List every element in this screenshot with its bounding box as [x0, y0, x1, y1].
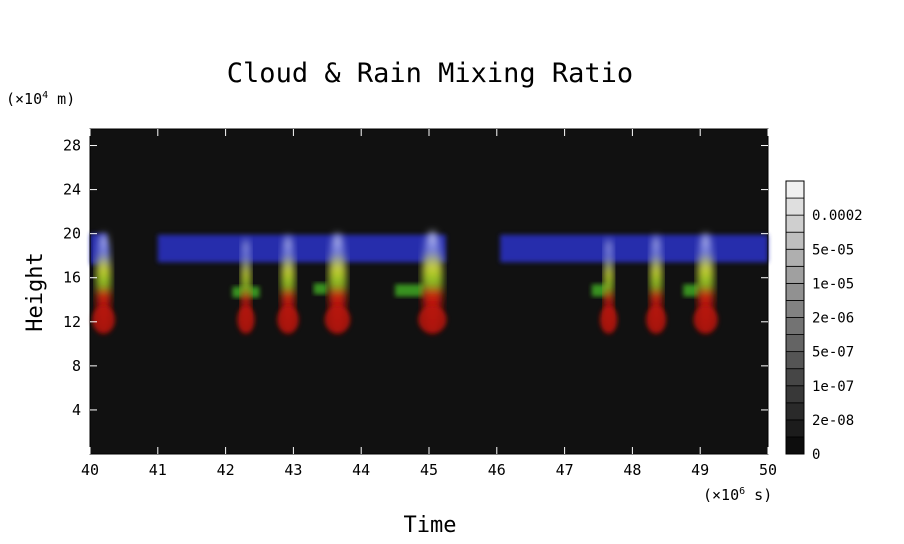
- colorbar-tick-label-5: 1e-05: [812, 276, 854, 292]
- colorbar-tick-label-3: 5e-07: [812, 345, 854, 361]
- x-tick-label-6: 46: [488, 461, 506, 479]
- chart-title: Cloud & Rain Mixing Ratio: [227, 58, 633, 89]
- colorbar-swatch-15: [785, 180, 805, 199]
- field-column-base-2: [277, 305, 299, 334]
- colorbar-tick-label-4: 2e-06: [812, 311, 854, 327]
- field-band-1-1: [313, 283, 328, 295]
- y-tick-label-1: 8: [72, 357, 81, 375]
- field-column-base-4: [418, 305, 447, 334]
- x-units-base: ×10: [712, 486, 739, 504]
- colorbar-swatch-12: [785, 231, 805, 250]
- colorbar-swatch-2: [785, 402, 805, 421]
- y-units-label: (×104 m): [6, 90, 75, 108]
- colorbar-swatch-1: [785, 419, 805, 438]
- y-tick-label-6: 28: [63, 137, 81, 155]
- field-band-0-1: [157, 234, 446, 263]
- x-tick-label-1: 41: [149, 461, 167, 479]
- y-units-suffix: m: [48, 90, 66, 108]
- colorbar-swatch-3: [785, 385, 805, 404]
- colorbar-swatch-11: [785, 248, 805, 267]
- colorbar-swatch-5: [785, 351, 805, 370]
- field-band-0-2: [500, 234, 768, 263]
- x-units-suffix: s: [745, 486, 763, 504]
- x-tick-label-7: 47: [556, 461, 574, 479]
- y-axis-label: Height: [23, 252, 48, 331]
- field-column-base-6: [646, 305, 667, 334]
- colorbar-swatch-9: [785, 282, 805, 301]
- colorbar: 0 2e-08 1e-07 5e-07 2e-06 1e-05 5e-05 0.0002: [785, 180, 863, 463]
- colorbar-swatch-14: [785, 197, 805, 216]
- colorbar-tick-label-7: 0.0002: [812, 208, 863, 224]
- x-units-label: (×106 s): [703, 486, 772, 504]
- x-tick-label-10: 50: [759, 461, 777, 479]
- colorbar-tick-label-6: 5e-05: [812, 242, 854, 258]
- x-axis-label: Time: [404, 513, 457, 538]
- y-tick-label-0: 4: [72, 401, 81, 419]
- field-column-base-1: [237, 305, 255, 334]
- colorbar-tick-label-0: 0: [812, 447, 820, 463]
- colorbar-tick-label-1: 2e-08: [812, 413, 854, 429]
- colorbar-frame: [785, 180, 805, 455]
- y-tick-label-2: 12: [63, 313, 81, 331]
- colorbar-swatch-0: [785, 436, 805, 455]
- x-tick-label-8: 48: [623, 461, 641, 479]
- x-tick-label-5: 45: [420, 461, 438, 479]
- x-tick-label-2: 42: [217, 461, 235, 479]
- colorbar-swatch-8: [785, 300, 805, 318]
- field-column-base-7: [693, 305, 718, 334]
- colorbar-swatch-7: [785, 317, 805, 335]
- y-units-exp: 4: [42, 90, 48, 101]
- field-layer: [90, 231, 768, 334]
- x-units-exp: 6: [739, 486, 745, 497]
- field-column-base-3: [324, 305, 351, 334]
- field-column-base-0: [92, 305, 116, 334]
- y-tick-label-3: 16: [63, 269, 81, 287]
- x-tick-label-4: 44: [352, 461, 370, 479]
- colorbar-swatch-10: [785, 265, 805, 284]
- x-tick-label-0: 40: [81, 461, 99, 479]
- x-tick-label-9: 49: [691, 461, 709, 479]
- field-column-base-5: [599, 305, 618, 334]
- field-band-1-2: [395, 284, 426, 297]
- y-tick-label-4: 20: [63, 225, 81, 243]
- x-tick-label-3: 43: [284, 461, 302, 479]
- y-units-base: ×10: [15, 90, 42, 108]
- colorbar-swatch-4: [785, 368, 805, 387]
- colorbar-swatch-13: [785, 214, 805, 233]
- field-band-1-4: [683, 284, 701, 297]
- colorbar-swatch-6: [785, 334, 805, 353]
- colorbar-tick-label-2: 1e-07: [812, 379, 854, 395]
- y-tick-label-5: 24: [63, 181, 81, 199]
